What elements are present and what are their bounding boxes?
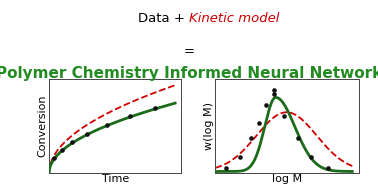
Text: Data +: Data +: [138, 12, 189, 25]
Point: [84, 132, 90, 135]
Point: [104, 123, 110, 126]
Point: [237, 155, 243, 158]
Point: [263, 103, 269, 106]
Point: [59, 149, 65, 152]
X-axis label: Time: Time: [102, 174, 129, 184]
Y-axis label: Conversion: Conversion: [38, 95, 48, 157]
Point: [223, 166, 229, 169]
Point: [51, 157, 57, 160]
Point: [281, 114, 287, 118]
Point: [271, 89, 277, 92]
X-axis label: log M: log M: [272, 174, 302, 184]
Point: [294, 137, 301, 140]
Point: [248, 137, 254, 140]
Point: [69, 141, 75, 144]
Point: [152, 107, 158, 110]
Y-axis label: w(log M): w(log M): [204, 102, 214, 150]
Point: [325, 166, 331, 169]
Point: [127, 115, 133, 118]
Text: Kinetic model: Kinetic model: [189, 12, 279, 25]
Point: [271, 92, 277, 95]
Text: =: =: [183, 45, 195, 58]
Point: [256, 122, 262, 125]
Point: [308, 155, 314, 158]
Text: Polymer Chemistry Informed Neural Network: Polymer Chemistry Informed Neural Networ…: [0, 66, 378, 81]
